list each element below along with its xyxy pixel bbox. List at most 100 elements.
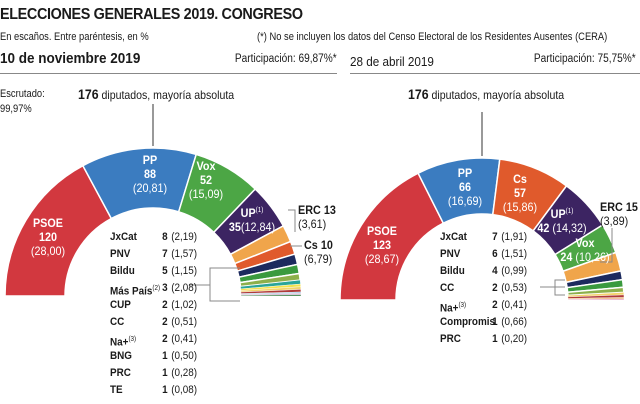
seat-arc-prc: [567, 298, 625, 301]
page-title: ELECCIONES GENERALES 2019. CONGRESO: [0, 6, 303, 23]
nov-majority: 176 diputados, mayoría absoluta: [78, 86, 234, 102]
legend-row: PNV 7 (1,57): [110, 247, 197, 262]
party-pct: (0,99): [501, 265, 528, 277]
nov-erc-leader: [288, 209, 296, 232]
party-seats: 2: [162, 299, 168, 311]
party-seats: 1: [162, 350, 168, 362]
party-seats: 1: [492, 333, 498, 345]
party-name: Más País(2): [110, 285, 161, 298]
party-name: Bildu: [110, 265, 135, 277]
party-seats: 6: [492, 248, 498, 260]
party-seats: 5: [162, 265, 168, 277]
apr-label-vox: Vox 24 (10,26): [560, 236, 610, 264]
legend-row: Na+(3) 2 (0,41): [440, 298, 527, 315]
legend-row: PNV 6 (1,51): [440, 247, 527, 262]
nov-label-vox: Vox 52 (15,09): [188, 159, 224, 201]
legend-row: TE 1 (0,08): [110, 383, 197, 398]
seat-arc-te: [240, 294, 302, 297]
party-seats: 8: [162, 231, 168, 243]
scrutiny-label: Escrutado:: [0, 88, 45, 100]
party-pct: (0,41): [501, 299, 528, 311]
nov-label-pp: PP 88 (20,81): [132, 153, 168, 195]
party-seats: 1: [162, 367, 168, 379]
legend-row: BNG 1 (0,50): [110, 349, 197, 364]
party-pct: (0,51): [171, 316, 198, 328]
apr-label-cs: Cs 57 (15,86): [502, 172, 538, 214]
legend-row: CUP 2 (1,02): [110, 298, 197, 313]
party-seats: 2: [162, 316, 168, 328]
legend-row: Compromis 1 (0,66): [440, 315, 527, 330]
apr-majority-seats: 176: [408, 86, 429, 102]
party-name: TE: [110, 384, 123, 396]
nov-label-up: UP(1) 35(12,84): [228, 206, 276, 234]
party-seats: 1: [162, 384, 168, 396]
nov-divider: [0, 73, 337, 74]
party-seats: 2: [492, 282, 498, 294]
nov-label-erc: ERC 13 (3,61): [298, 203, 336, 231]
party-pct: (1,02): [171, 299, 198, 311]
apr-majority: 176 diputados, mayoría absoluta: [408, 86, 564, 102]
party-name: PNV: [440, 248, 461, 260]
party-seats: 3: [162, 282, 168, 294]
party-name: Na+(3): [110, 336, 137, 349]
apr-label-erc: ERC 15 (3,89): [600, 200, 638, 228]
party-name: PNV: [110, 248, 131, 260]
legend-row: Más País(2) 3 (2,08): [110, 281, 197, 298]
legend-row: Na+(3) 2 (0,41): [110, 332, 197, 349]
party-seats: 7: [492, 231, 498, 243]
nov-title: 10 de noviembre 2019: [0, 50, 141, 67]
party-pct: (1,51): [501, 248, 528, 260]
party-pct: (0,50): [171, 350, 198, 362]
party-pct: (0,08): [171, 384, 198, 396]
party-name: CC: [110, 316, 125, 328]
apr-majority-label: diputados, mayoría absoluta: [431, 88, 565, 102]
apr-title: 28 de abril 2019: [350, 54, 434, 69]
legend-row: PRC 1 (0,20): [440, 332, 527, 347]
legend-row: CC 2 (0,51): [110, 315, 197, 330]
apr-label-pp: PP 66 (16,69): [447, 166, 483, 208]
nov-small-leader: [190, 267, 240, 302]
party-name: JxCat: [110, 231, 137, 243]
legend-row: Bildu 5 (1,15): [110, 264, 197, 279]
party-pct: (1,57): [171, 248, 198, 260]
subtitle: En escaños. Entre paréntesis, en %: [0, 31, 149, 43]
apr-divider: [350, 73, 640, 74]
party-name: CUP: [110, 299, 131, 311]
party-name: JxCat: [440, 231, 467, 243]
nov-majority-label: diputados, mayoría absoluta: [101, 88, 235, 102]
party-seats: 2: [162, 333, 168, 345]
legend-row: Bildu 4 (0,99): [440, 264, 527, 279]
apr-erc-leader: [600, 228, 613, 263]
party-pct: (1,15): [171, 265, 198, 277]
footnote-cera: (*) No se incluyen los datos del Censo E…: [257, 31, 608, 43]
party-seats: 4: [492, 265, 498, 277]
legend-row: PRC 1 (0,28): [110, 366, 197, 381]
legend-row: JxCat 7 (1,91): [440, 230, 527, 245]
party-pct: (1,91): [501, 231, 528, 243]
party-pct: (0,28): [171, 367, 198, 379]
legend-row: CC 2 (0,53): [440, 281, 527, 296]
party-seats: 7: [162, 248, 168, 260]
party-pct: (2,08): [171, 282, 198, 294]
party-name: Bildu: [440, 265, 465, 277]
party-seats: 1: [492, 316, 498, 328]
party-pct: (0,41): [171, 333, 198, 345]
nov-majority-seats: 176: [78, 86, 99, 102]
apr-small-leader: [540, 279, 565, 296]
party-pct: (0,53): [501, 282, 528, 294]
party-name: Na+(3): [440, 302, 467, 315]
party-name: BNG: [110, 350, 133, 362]
party-seats: 2: [492, 299, 498, 311]
party-pct: (2,19): [171, 231, 198, 243]
scrutiny-value: 99,97%: [0, 103, 32, 115]
legend-row: JxCat 8 (2,19): [110, 230, 197, 245]
party-pct: (0,20): [501, 333, 528, 345]
party-pct: (0,66): [501, 316, 528, 328]
apr-participation: Participación: 75,75%*: [534, 53, 636, 65]
nov-label-cs: Cs 10 (6,79): [304, 238, 333, 266]
party-name: PRC: [110, 367, 131, 379]
nov-participation: Participación: 69,87%*: [235, 53, 337, 65]
nov-label-psoe: PSOE 120 (28,00): [30, 216, 66, 258]
party-name: Compromis: [440, 316, 496, 328]
